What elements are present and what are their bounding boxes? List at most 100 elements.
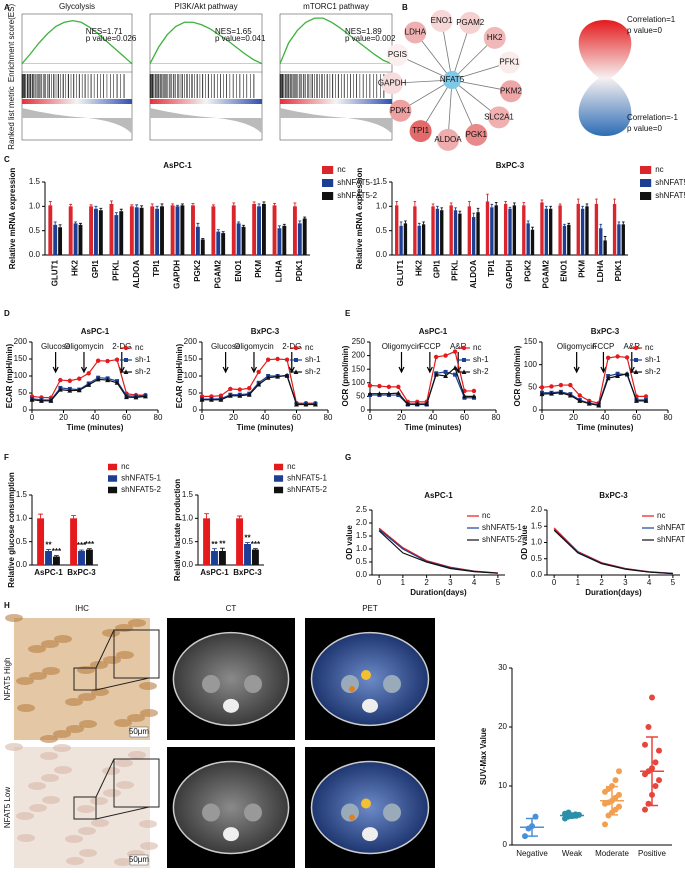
point (256, 369, 261, 375)
point (275, 374, 280, 379)
enrichment-curve (149, 21, 263, 65)
ihc-texture (91, 819, 109, 827)
x-tick-label: 80 (492, 413, 501, 422)
point (433, 354, 439, 360)
bar (449, 205, 453, 255)
point (228, 386, 233, 392)
y-tick-label: 0 (503, 840, 508, 849)
bar (98, 210, 103, 255)
error-bar (211, 204, 215, 207)
point (443, 373, 448, 378)
x-tick-label: 1 (401, 578, 406, 587)
legend-swatch (322, 179, 334, 187)
error-bar (69, 203, 73, 207)
chart-title: PI3K/Akt pathway (174, 2, 237, 11)
point (114, 357, 120, 362)
bar (241, 226, 246, 255)
point (39, 398, 44, 403)
y-axis-label: Relative mRNA expression (8, 168, 17, 270)
point (462, 393, 467, 399)
y-tick-label: 0 (23, 405, 28, 414)
panel-label: B (402, 3, 408, 12)
legend-swatch (274, 486, 284, 494)
ihc-texture (40, 735, 58, 743)
point (624, 371, 630, 376)
legend-label: shNFAT5-2 (287, 485, 327, 494)
ihc-texture (114, 858, 132, 866)
ihc-texture (42, 667, 60, 675)
scale-bar: 50μm (129, 727, 150, 736)
node (499, 80, 522, 103)
legend-label: nc (473, 343, 481, 352)
point (643, 394, 649, 399)
bar (440, 210, 444, 255)
error-bar (237, 221, 241, 224)
bar (621, 224, 625, 255)
annotation: NES=1.65 (215, 27, 252, 36)
annotation: p value=0.041 (215, 34, 266, 43)
legend-label: nc (657, 511, 665, 520)
series-line (378, 529, 498, 574)
enrichment-curve (21, 19, 133, 65)
point (209, 397, 214, 402)
error-bar (216, 229, 220, 232)
x-tick-label: 0 (540, 413, 545, 422)
error-bar (585, 203, 589, 207)
bar (562, 225, 567, 255)
node (436, 128, 459, 151)
error-bar (422, 221, 425, 225)
bar (599, 228, 603, 255)
x-tick-label: 0 (30, 413, 35, 422)
legend-marker (123, 345, 129, 351)
bar (421, 224, 426, 255)
ihc-texture (65, 835, 83, 843)
error-bar (576, 198, 580, 204)
x-tick-label: PGAM2 (213, 259, 222, 288)
x-tick-label: PDK1 (614, 259, 623, 281)
spine (362, 827, 378, 842)
hit-barcode (21, 74, 125, 98)
ihc-texture (90, 797, 108, 805)
legend-label: sh-2 (645, 367, 661, 376)
y-tick-label: 1.0 (16, 513, 28, 522)
x-tick-label: TPI1 (152, 259, 161, 276)
x-tick-label: PDK1 (295, 259, 304, 281)
bar (526, 223, 530, 255)
node (430, 9, 453, 32)
error-bar (212, 548, 217, 551)
x-tick-label: 1 (576, 578, 581, 587)
bar (78, 551, 85, 565)
bar (53, 224, 58, 255)
point (652, 783, 659, 789)
x-tick-label: Weak (562, 849, 583, 858)
legend-label: nc (287, 462, 295, 471)
bar (558, 205, 562, 255)
bar (251, 549, 259, 565)
bar (453, 210, 458, 255)
y-tick-label: 0 (533, 405, 538, 414)
y-axis-label: Ranked list metric (7, 86, 16, 150)
chart-title: AsPC-1 (163, 161, 192, 170)
hit-barcode (149, 74, 255, 98)
ihc-texture (5, 614, 23, 622)
ihc-texture (139, 682, 157, 690)
bar (490, 207, 494, 255)
legend-swatch (108, 475, 118, 482)
x-tick-label: GAPDH (505, 260, 514, 289)
y-axis-label: ECAR (mpH/min) (5, 343, 14, 408)
body (310, 760, 430, 855)
bar (292, 206, 297, 255)
point (649, 694, 655, 701)
error-bar (252, 201, 256, 204)
series-line (541, 355, 646, 404)
error-bar (454, 207, 457, 211)
chart-title: Glycolysis (59, 2, 95, 11)
legend-label: sh-1 (305, 355, 321, 364)
annotation-arrow (398, 352, 405, 374)
bar (216, 231, 221, 255)
panel-label: G (345, 453, 351, 462)
error-bar (180, 203, 184, 206)
point (386, 391, 392, 396)
legend-label: nc (337, 165, 345, 174)
annotation-arrow (426, 352, 433, 374)
